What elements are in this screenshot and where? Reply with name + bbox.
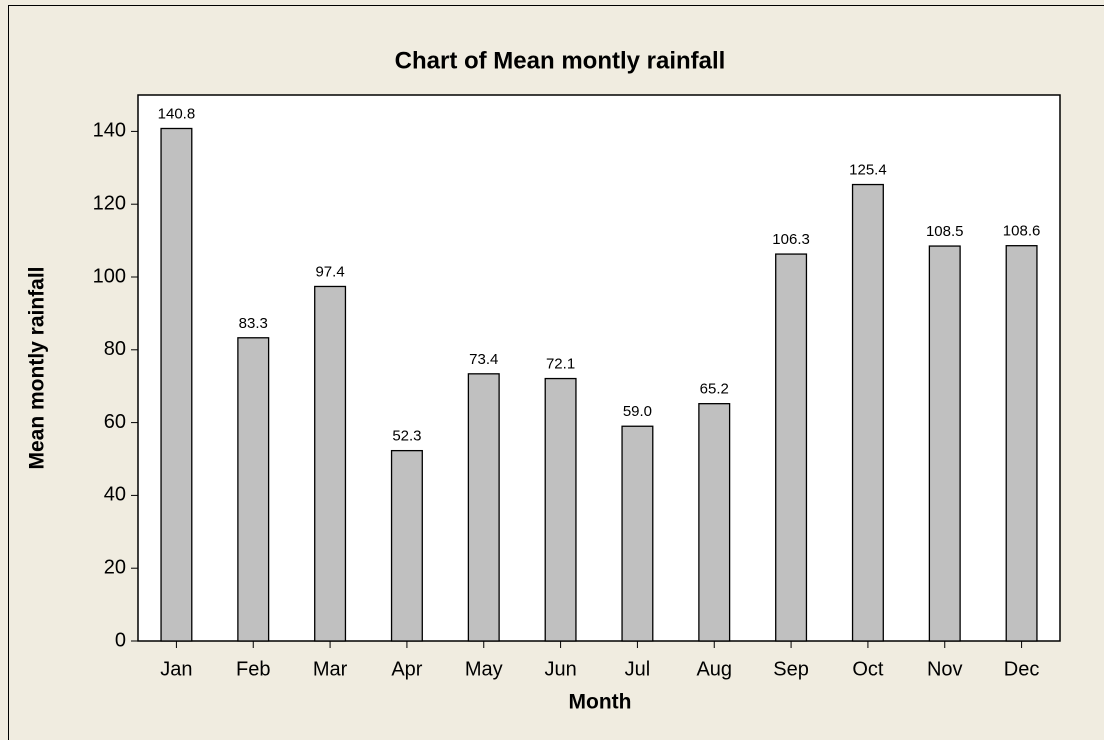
x-tick-label: Aug xyxy=(696,658,732,680)
x-tick-label: Jan xyxy=(160,658,192,680)
bar xyxy=(544,377,577,642)
y-tick-label: 80 xyxy=(104,338,126,360)
value-label: 72.1 xyxy=(546,356,575,373)
y-tick-label: 20 xyxy=(104,556,126,578)
x-tick-label: Dec xyxy=(1004,658,1040,680)
y-tick-label: 100 xyxy=(93,265,126,287)
x-tick-label: Feb xyxy=(236,658,270,680)
x-tick-label: Jul xyxy=(625,658,651,680)
bar xyxy=(775,253,808,642)
y-tick-label: 40 xyxy=(104,484,126,506)
value-label: 97.4 xyxy=(315,263,344,280)
bar xyxy=(621,425,654,642)
bar xyxy=(160,127,193,642)
bar xyxy=(237,337,270,642)
value-label: 52.3 xyxy=(392,428,421,445)
x-tick-label: May xyxy=(465,658,503,680)
x-tick-label: Apr xyxy=(391,658,422,680)
y-tick-label: 60 xyxy=(104,411,126,433)
value-label: 73.4 xyxy=(469,351,498,368)
value-label: 59.0 xyxy=(623,403,652,420)
bar xyxy=(314,285,347,642)
bar xyxy=(851,183,884,642)
x-axis-label: Month xyxy=(569,691,632,714)
value-label: 65.2 xyxy=(700,381,729,398)
value-label: 106.3 xyxy=(772,231,810,248)
value-label: 83.3 xyxy=(239,315,268,332)
x-tick-label: Sep xyxy=(773,658,809,680)
y-axis-label: Mean montly rainfall xyxy=(26,266,49,469)
y-tick-label: 140 xyxy=(93,120,126,142)
value-label: 108.6 xyxy=(1003,223,1041,240)
y-tick-label: 120 xyxy=(93,192,126,214)
bar xyxy=(698,403,731,642)
value-label: 108.5 xyxy=(926,223,964,240)
bar xyxy=(1005,245,1038,642)
x-tick-label: Oct xyxy=(852,658,884,680)
value-label: 140.8 xyxy=(158,105,196,122)
bar xyxy=(390,449,423,642)
bar xyxy=(928,245,961,642)
x-tick-label: Jun xyxy=(544,658,576,680)
value-label: 125.4 xyxy=(849,162,887,179)
plot-area xyxy=(137,94,1061,642)
x-tick-label: Nov xyxy=(927,658,963,680)
x-tick-label: Mar xyxy=(313,658,348,680)
chart-title: Chart of Mean montly rainfall xyxy=(395,47,726,74)
bar xyxy=(467,373,500,642)
y-tick-label: 0 xyxy=(115,629,126,651)
